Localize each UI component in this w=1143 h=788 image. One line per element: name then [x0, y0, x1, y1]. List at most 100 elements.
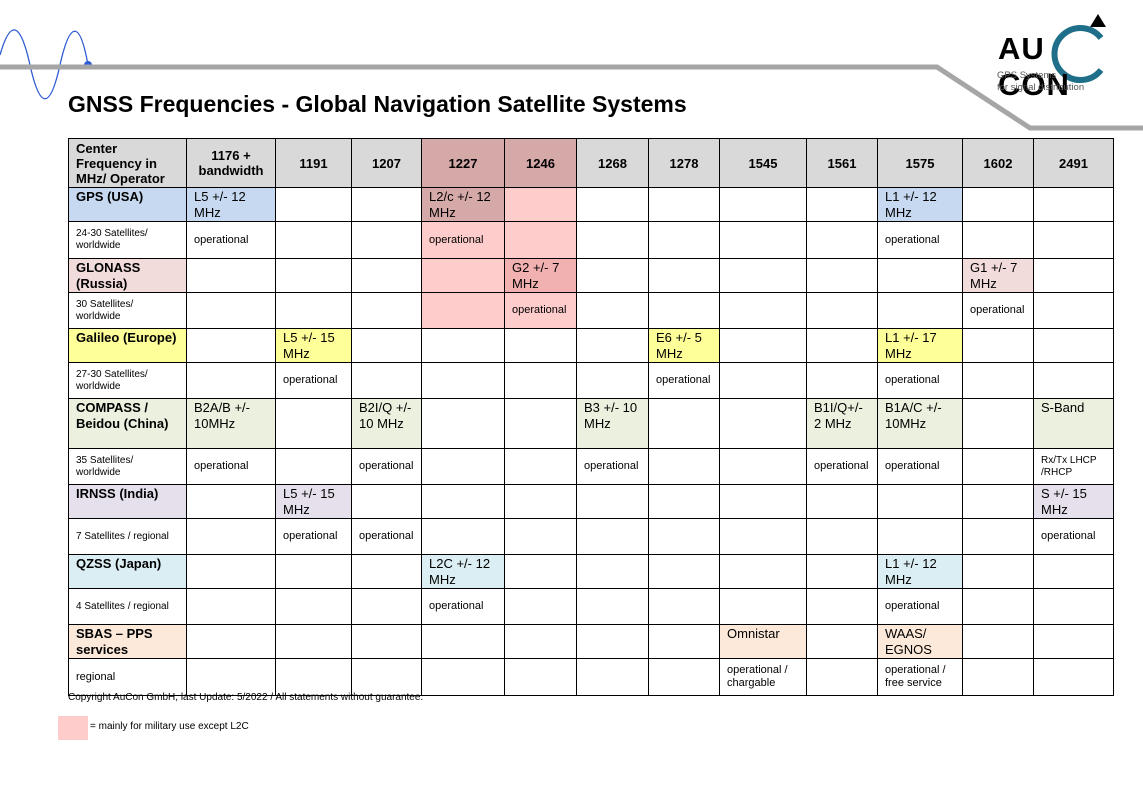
- status-cell: [1033, 221, 1114, 259]
- signal-cell: [504, 554, 577, 589]
- signal-cell: [806, 624, 878, 659]
- status-cell: [806, 518, 878, 555]
- status-cell: [275, 221, 352, 259]
- signal-cell: [1033, 328, 1114, 363]
- signal-cell: [275, 258, 352, 293]
- freq-header-1227: 1227: [421, 138, 505, 188]
- freq-header-1545: 1545: [719, 138, 807, 188]
- status-cell: [962, 518, 1034, 555]
- status-cell: [504, 518, 577, 555]
- status-cell: [186, 362, 276, 399]
- status-cell: [962, 658, 1034, 696]
- signal-cell: [719, 484, 807, 519]
- status-cell: [648, 448, 720, 485]
- signal-cell: L1 +/- 12 MHz: [877, 187, 963, 222]
- sine-wave-graphic: [0, 29, 89, 100]
- signal-cell: [576, 554, 649, 589]
- signal-cell: [421, 484, 505, 519]
- signal-cell: Omnistar: [719, 624, 807, 659]
- signal-cell: [351, 187, 422, 222]
- system-name: IRNSS (India): [68, 484, 187, 519]
- signal-cell: [648, 554, 720, 589]
- signal-cell: L5 +/- 12 MHz: [186, 187, 276, 222]
- signal-cell: [351, 328, 422, 363]
- status-cell: [719, 588, 807, 625]
- status-cell: [421, 658, 505, 696]
- status-cell: [806, 362, 878, 399]
- signal-cell: [877, 484, 963, 519]
- freq-header-1602: 1602: [962, 138, 1034, 188]
- aucon-logo: AU CON GPS Systems for signal distributi…: [994, 12, 1124, 102]
- system-name: Galileo (Europe): [68, 328, 187, 363]
- status-cell: Rx/Tx LHCP /RHCP: [1033, 448, 1114, 485]
- status-cell: [576, 658, 649, 696]
- system-row-galileo: Galileo (Europe) L5 +/- 15 MHz E6 +/- 5 …: [68, 328, 1114, 363]
- freq-header-1278: 1278: [648, 138, 720, 188]
- status-cell: operational: [504, 292, 577, 329]
- status-cell: [648, 221, 720, 259]
- signal-cell: [576, 187, 649, 222]
- status-cell: operational / free service: [877, 658, 963, 696]
- signal-cell: [576, 484, 649, 519]
- status-cell: operational: [1033, 518, 1114, 555]
- status-cell: [806, 588, 878, 625]
- signal-cell: [186, 484, 276, 519]
- signal-cell: [719, 328, 807, 363]
- signal-cell: [648, 484, 720, 519]
- signal-cell: [1033, 554, 1114, 589]
- system-detail: regional: [68, 658, 187, 696]
- signal-cell: B2A/B +/- 10MHz: [186, 398, 276, 449]
- status-cell: [719, 221, 807, 259]
- signal-cell: [576, 624, 649, 659]
- status-cell: [1033, 588, 1114, 625]
- signal-cell: [719, 187, 807, 222]
- logo-tagline: GPS Systems for signal distribution: [997, 70, 1085, 93]
- status-cell: [806, 658, 878, 696]
- header-decoration: [0, 29, 1143, 131]
- status-cell: [186, 658, 276, 696]
- header-rule-line: [0, 64, 1143, 131]
- status-cell: operational: [351, 518, 422, 555]
- signal-cell: [648, 187, 720, 222]
- status-cell: [719, 362, 807, 399]
- signal-cell: [962, 554, 1034, 589]
- system-detail: 4 Satellites / regional: [68, 588, 187, 625]
- signal-cell: [962, 624, 1034, 659]
- system-detail: 35 Satellites/ worldwide: [68, 448, 187, 485]
- signal-cell: [648, 624, 720, 659]
- signal-cell: [1033, 258, 1114, 293]
- system-detail: 30 Satellites/ worldwide: [68, 292, 187, 329]
- signal-cell: [504, 624, 577, 659]
- status-cell: [186, 588, 276, 625]
- status-cell: [576, 292, 649, 329]
- status-cell: [576, 221, 649, 259]
- signal-cell: B1A/C +/- 10MHz: [877, 398, 963, 449]
- system-row-sbas: SBAS – PPS services Omnistar WAAS/ EGNOS: [68, 624, 1114, 659]
- copyright-note: Copyright AuCon GmbH, last Update: 5/202…: [68, 692, 424, 703]
- signal-cell: [421, 328, 505, 363]
- status-cell: [877, 292, 963, 329]
- status-cell: [806, 221, 878, 259]
- signal-cell: [877, 258, 963, 293]
- status-cell: operational: [351, 448, 422, 485]
- signal-cell: [576, 328, 649, 363]
- signal-cell: [351, 554, 422, 589]
- status-cell: [1033, 658, 1114, 696]
- military-legend-swatch: [58, 716, 88, 740]
- signal-cell: [504, 328, 577, 363]
- system-detail: 27-30 Satellites/ worldwide: [68, 362, 187, 399]
- status-row-gps: 24-30 Satellites/ worldwide operational …: [68, 221, 1114, 259]
- status-cell: [504, 362, 577, 399]
- status-cell: [351, 221, 422, 259]
- status-cell: [962, 588, 1034, 625]
- status-cell: [275, 658, 352, 696]
- signal-cell: B3 +/- 10 MHz: [576, 398, 649, 449]
- status-cell: [877, 518, 963, 555]
- system-name: GPS (USA): [68, 187, 187, 222]
- signal-cell: [962, 398, 1034, 449]
- status-cell: [351, 658, 422, 696]
- signal-cell: [504, 187, 577, 222]
- status-cell: operational: [186, 448, 276, 485]
- freq-header-1191: 1191: [275, 138, 352, 188]
- signal-cell: L2/c +/- 12 MHz: [421, 187, 505, 222]
